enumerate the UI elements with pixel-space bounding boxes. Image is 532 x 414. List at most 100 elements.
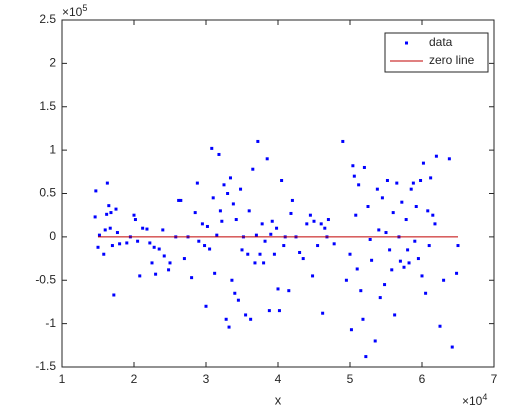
data-point xyxy=(251,167,255,171)
data-point xyxy=(161,228,165,232)
data-point xyxy=(282,244,286,248)
data-point xyxy=(373,339,377,343)
data-point xyxy=(447,157,451,161)
data-point xyxy=(434,154,438,158)
data-point xyxy=(388,248,392,252)
data-point xyxy=(105,181,109,185)
data-point xyxy=(138,274,142,278)
data-point xyxy=(195,181,199,185)
data-point xyxy=(269,232,273,236)
data-point xyxy=(359,289,363,293)
y-tick-label: 1.5 xyxy=(39,99,56,113)
y-tick-label: 0.5 xyxy=(39,186,56,200)
data-point xyxy=(390,268,394,272)
data-point xyxy=(94,189,98,193)
data-point xyxy=(258,252,262,256)
y-tick-label: 2 xyxy=(49,56,56,70)
x-tick-label: 1 xyxy=(59,372,66,386)
data-point xyxy=(370,258,374,262)
data-point xyxy=(277,309,281,313)
data-point xyxy=(177,198,181,202)
data-point xyxy=(312,219,316,223)
data-point xyxy=(289,211,293,215)
data-point xyxy=(433,222,437,226)
data-point xyxy=(326,218,330,222)
data-point xyxy=(103,228,107,232)
data-point xyxy=(213,271,217,275)
data-point xyxy=(260,222,264,226)
data-point xyxy=(157,247,161,251)
data-point xyxy=(287,289,291,293)
data-point xyxy=(355,267,359,271)
y-tick-label: -1 xyxy=(45,316,56,330)
data-point xyxy=(108,226,112,230)
data-point xyxy=(344,278,348,282)
data-point xyxy=(341,139,345,143)
data-point xyxy=(179,198,183,202)
data-point xyxy=(233,291,237,295)
data-point xyxy=(265,157,269,161)
data-point xyxy=(145,227,149,231)
data-point xyxy=(380,196,384,200)
data-point xyxy=(240,248,244,252)
data-point xyxy=(109,211,113,215)
data-point xyxy=(254,233,258,237)
data-point xyxy=(352,174,356,178)
data-point xyxy=(112,293,116,297)
data-point xyxy=(321,311,325,315)
data-point xyxy=(167,268,171,272)
data-point xyxy=(316,244,320,248)
data-point xyxy=(102,252,106,256)
data-point xyxy=(419,178,423,182)
x-multiplier-base: ×10 xyxy=(462,394,483,408)
data-point xyxy=(200,222,204,226)
data-point xyxy=(107,204,111,208)
data-point xyxy=(267,309,271,313)
data-point xyxy=(193,211,197,215)
data-point xyxy=(222,183,226,187)
data-point xyxy=(272,252,276,256)
data-point xyxy=(351,164,355,168)
data-point xyxy=(431,213,435,217)
data-point xyxy=(298,250,302,254)
data-point xyxy=(404,218,408,222)
data-point xyxy=(426,209,430,213)
data-point xyxy=(205,224,209,228)
data-point xyxy=(114,207,118,211)
data-point xyxy=(375,187,379,191)
data-point xyxy=(162,254,166,258)
data-point xyxy=(290,198,294,202)
data-point xyxy=(301,257,305,261)
data-point xyxy=(218,209,222,213)
data-point xyxy=(224,317,228,321)
data-point xyxy=(276,287,280,291)
data-point xyxy=(319,222,323,226)
data-point xyxy=(280,178,284,182)
data-point xyxy=(416,257,420,261)
data-point xyxy=(362,165,366,169)
data-point xyxy=(141,226,145,230)
data-point xyxy=(378,296,382,300)
data-point xyxy=(402,265,406,269)
data-point xyxy=(227,325,231,329)
data-point xyxy=(148,241,152,245)
data-point xyxy=(234,218,238,222)
x-tick-label: 6 xyxy=(419,372,426,386)
data-point xyxy=(132,213,136,217)
x-tick-label: 4 xyxy=(275,372,282,386)
data-point xyxy=(150,261,154,265)
data-point xyxy=(168,261,172,265)
data-point xyxy=(348,252,352,256)
data-point xyxy=(427,244,431,248)
data-point xyxy=(383,283,387,287)
y-multiplier-exponent: 5 xyxy=(82,3,87,13)
x-tick-label: 3 xyxy=(203,372,210,386)
data-point xyxy=(244,313,248,317)
data-point xyxy=(450,345,454,349)
data-point xyxy=(253,261,257,265)
data-point xyxy=(420,274,424,278)
data-point xyxy=(414,205,418,209)
data-point xyxy=(246,252,250,256)
y-tick-label: -0.5 xyxy=(35,272,56,286)
